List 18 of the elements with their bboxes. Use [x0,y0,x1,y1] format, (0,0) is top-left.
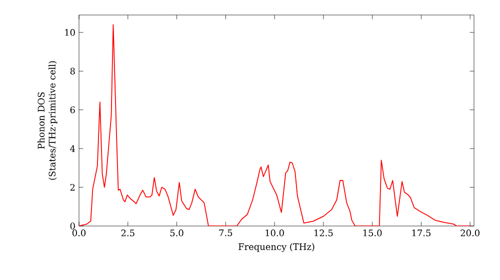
y-tick-label: 8 [70,68,75,75]
y-tick-label: 4 [70,145,76,152]
x-tick-label: 2.5 [121,230,134,236]
x-tick-label: 0.0 [72,230,86,236]
x-tick-label: 12.5 [314,230,333,236]
y-tick-label: 6 [70,106,75,114]
x-tick-label: 17.5 [412,230,430,236]
line-series [79,24,471,226]
x-axis-title: Frequency (THz) [238,243,314,252]
y-tick-label: 2 [70,184,75,191]
x-tick-label: 10.0 [266,230,284,236]
x-tick-label: 20.0 [460,230,480,236]
x-tick-label: 5.0 [170,230,184,236]
y-tick-label: 0 [70,222,75,230]
x-tick-label: 15.0 [363,230,382,236]
y-tick-label: 10 [65,29,75,36]
y-axis-title: Phonon DOS (States/THz·primitive cell) [38,61,58,180]
x-tick-label: 7.5 [219,230,232,236]
